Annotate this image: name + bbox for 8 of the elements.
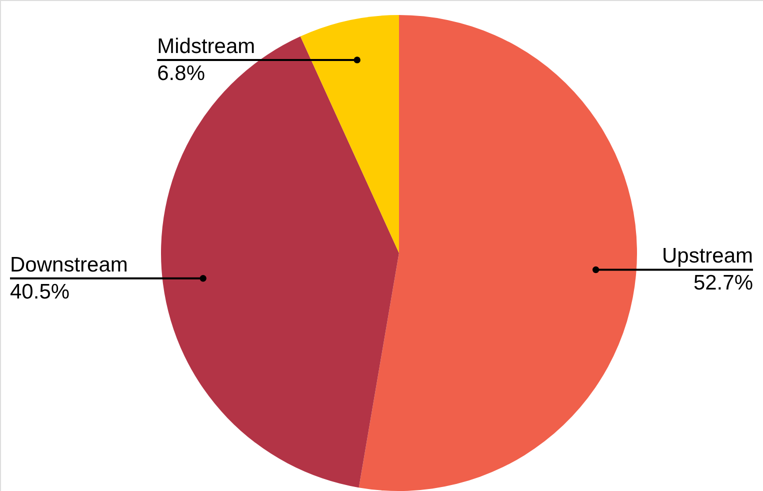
slice-label: Midstream <box>157 34 256 58</box>
pie-slice <box>358 15 637 491</box>
slice-label: Upstream <box>662 244 753 268</box>
pie-slice <box>300 15 399 253</box>
data-label: 40.5% <box>10 280 70 304</box>
data-label: 52.7% <box>693 272 753 295</box>
data-label: 6.8% <box>157 62 205 85</box>
slice-label: Downstream <box>10 253 128 276</box>
